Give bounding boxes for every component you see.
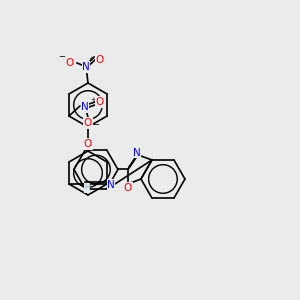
Text: O: O xyxy=(84,139,92,149)
Text: O: O xyxy=(96,97,104,107)
Text: O: O xyxy=(84,118,92,128)
Text: O: O xyxy=(66,58,74,68)
Text: −: − xyxy=(58,52,65,62)
Text: O: O xyxy=(96,55,104,65)
Text: −: − xyxy=(92,121,99,130)
Text: O: O xyxy=(124,183,132,193)
Text: N: N xyxy=(82,62,90,72)
Text: N: N xyxy=(133,148,141,158)
Text: N: N xyxy=(107,180,115,190)
Text: +: + xyxy=(88,56,94,62)
Text: H: H xyxy=(84,184,90,193)
Text: N: N xyxy=(81,102,89,112)
Text: +: + xyxy=(90,97,96,103)
